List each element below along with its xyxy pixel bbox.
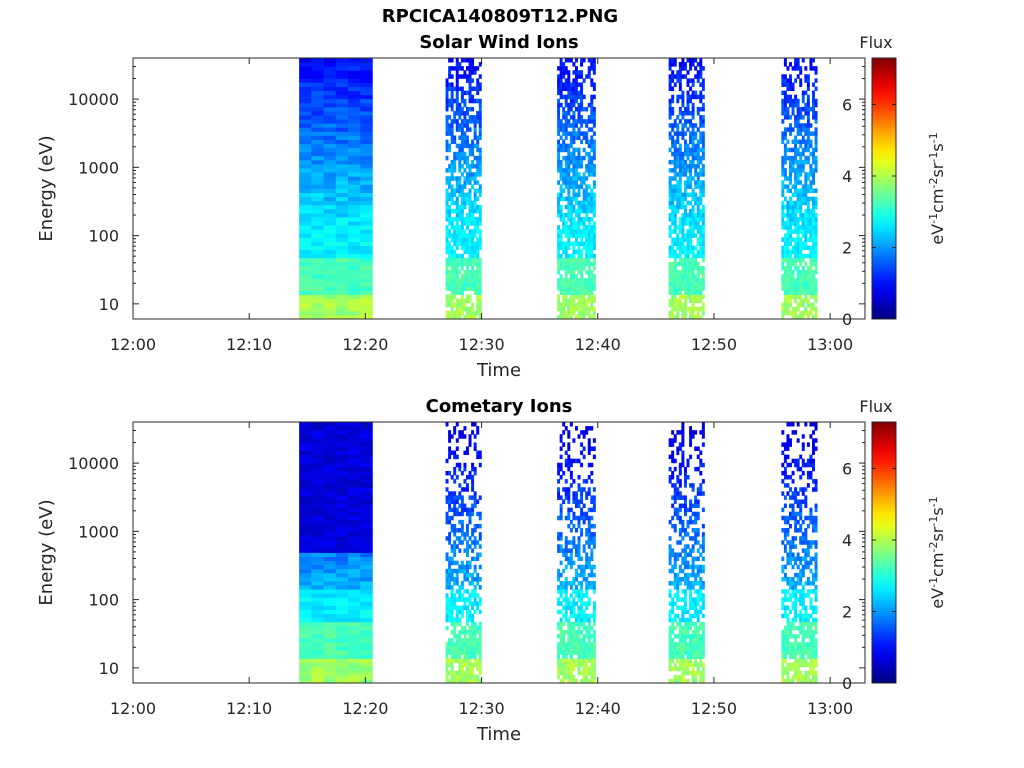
x-tick-label: 13:00: [807, 335, 853, 354]
colorbar-tick-label: 4: [842, 167, 852, 186]
x-tick-label: 12:10: [226, 335, 272, 354]
y-tick-label: 10000: [68, 454, 119, 473]
colorbar-unit-label: eV-1cm-2sr-1s-1: [927, 496, 948, 608]
x-axis-label: Time: [476, 360, 521, 381]
plot-frame: [132, 421, 866, 684]
figure-title: RPCICA140809T12.PNG: [381, 6, 619, 27]
colorbar-tick-label: 4: [842, 531, 852, 550]
y-tick-label: 1000: [78, 522, 119, 541]
y-tick-label: 1000: [78, 158, 119, 177]
x-axis-label: Time: [476, 724, 521, 745]
x-tick-label: 12:30: [459, 335, 505, 354]
panel-title: Cometary Ions: [426, 396, 573, 417]
solar-wind-panel: 12:00 12:10 12:20 12:30 12:40 12:50 13:00 10 100…: [36, 32, 947, 381]
y-tick-label: 100: [88, 227, 119, 246]
colorbar-tick-label: 6: [842, 459, 852, 478]
colorbar-tick-label: 2: [842, 238, 852, 257]
x-tick-label: 12:20: [342, 699, 388, 718]
x-tick-label: 13:00: [807, 699, 853, 718]
x-tick-label: 12:30: [459, 699, 505, 718]
x-tick-label: 12:20: [342, 335, 388, 354]
spectrogram-cells: [299, 422, 818, 683]
colorbar-title: Flux: [859, 33, 892, 52]
colorbar: [871, 57, 897, 320]
y-tick-label: 10000: [68, 90, 119, 109]
x-tick-label: 12:50: [691, 335, 737, 354]
cometary-panel: 12:00 12:10 12:20 12:30 12:40 12:50 13:00 10 100…: [36, 396, 947, 745]
x-tick-label: 12:40: [575, 335, 621, 354]
colorbar-tick-label: 0: [842, 310, 852, 329]
colorbar-tick-label: 2: [842, 602, 852, 621]
colorbar-tick-label: 6: [842, 95, 852, 114]
colorbar-unit-label: eV-1cm-2sr-1s-1: [927, 132, 948, 244]
x-tick-label: 12:10: [226, 699, 272, 718]
x-tick-label: 12:40: [575, 699, 621, 718]
x-tick-label: 12:50: [691, 699, 737, 718]
colorbar-title: Flux: [859, 397, 892, 416]
y-axis-label: Energy (eV): [36, 135, 57, 241]
x-tick-label: 12:00: [110, 335, 156, 354]
y-tick-label: 10: [99, 659, 119, 678]
colorbar-tick-label: 0: [842, 674, 852, 693]
x-tick-label: 12:00: [110, 699, 156, 718]
spectrogram-cells: [299, 58, 818, 319]
y-axis-label: Energy (eV): [36, 499, 57, 605]
colorbar: [871, 421, 897, 684]
y-tick-label: 10: [99, 295, 119, 314]
y-tick-label: 100: [88, 591, 119, 610]
plot-frame: [132, 57, 866, 320]
panel-title: Solar Wind Ions: [419, 32, 578, 53]
